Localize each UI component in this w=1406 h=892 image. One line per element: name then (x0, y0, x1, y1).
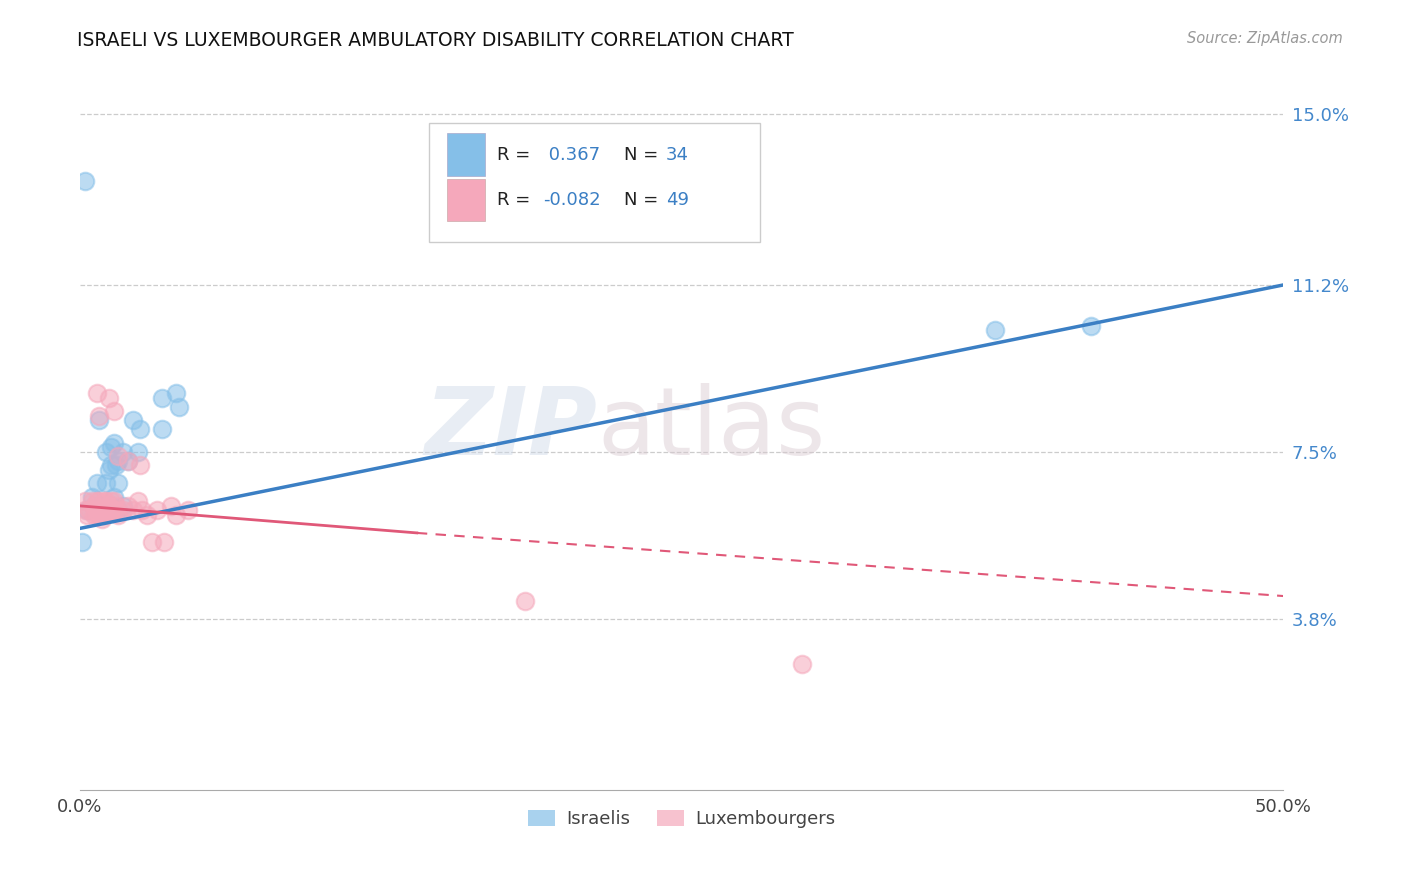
Point (97, 503, 120, 517)
Point (165, 508, 187, 522)
Text: -0.082: -0.082 (543, 191, 600, 210)
Point (160, 499, 183, 513)
Text: R =: R = (498, 145, 537, 164)
Point (121, 503, 143, 517)
Point (86, 476, 108, 491)
Point (93, 508, 115, 522)
Point (72, 535, 94, 549)
Point (76, 503, 98, 517)
Point (100, 440, 122, 454)
Point (150, 422, 173, 436)
Point (73, 494, 96, 508)
Point (86, 508, 108, 522)
Point (89, 413, 111, 427)
Point (112, 444, 135, 458)
Point (100, 503, 122, 517)
Point (117, 454, 139, 468)
Point (90, 503, 112, 517)
Point (121, 413, 143, 427)
Point (107, 476, 129, 491)
Point (153, 535, 176, 549)
Point (90, 503, 112, 517)
Point (127, 444, 149, 458)
FancyBboxPatch shape (429, 122, 759, 242)
Point (80, 494, 103, 508)
Point (103, 404, 125, 418)
Text: 49: 49 (666, 191, 689, 210)
Point (96, 494, 118, 508)
Point (103, 494, 125, 508)
Point (104, 458, 127, 473)
Point (141, 535, 163, 549)
Point (107, 508, 129, 522)
Point (97, 499, 120, 513)
Text: 34: 34 (666, 145, 689, 164)
Point (165, 386, 187, 401)
Point (100, 494, 122, 508)
Point (129, 422, 152, 436)
Point (107, 503, 129, 517)
Point (93, 503, 115, 517)
FancyBboxPatch shape (447, 134, 485, 176)
Point (96, 476, 118, 491)
Point (790, 657, 813, 671)
Text: N =: N = (624, 145, 664, 164)
Point (90, 512, 112, 526)
Text: Source: ZipAtlas.com: Source: ZipAtlas.com (1187, 31, 1343, 46)
Point (150, 391, 173, 405)
Point (76, 508, 98, 522)
Point (97, 463, 120, 477)
Point (146, 503, 169, 517)
Point (100, 458, 122, 473)
Point (89, 503, 111, 517)
Point (131, 503, 153, 517)
Text: N =: N = (624, 191, 664, 210)
Point (1080, 318, 1102, 333)
Point (89, 494, 111, 508)
Point (107, 450, 129, 464)
Point (117, 499, 139, 513)
Point (103, 503, 125, 517)
Point (112, 499, 135, 513)
Point (83, 508, 105, 522)
Point (107, 454, 129, 468)
Legend: Israelis, Luxembourgers: Israelis, Luxembourgers (520, 802, 842, 835)
Point (93, 508, 115, 522)
Point (177, 503, 200, 517)
Point (73, 503, 96, 517)
Text: 0.367: 0.367 (543, 145, 600, 164)
Text: R =: R = (498, 191, 537, 210)
Point (104, 499, 127, 513)
Point (96, 444, 118, 458)
Point (515, 593, 537, 607)
Point (89, 508, 111, 522)
Point (127, 494, 149, 508)
Point (104, 503, 127, 517)
Text: ISRAELI VS LUXEMBOURGER AMBULATORY DISABILITY CORRELATION CHART: ISRAELI VS LUXEMBOURGER AMBULATORY DISAB… (77, 31, 794, 50)
Point (90, 499, 112, 513)
Point (112, 503, 135, 517)
Point (167, 400, 190, 414)
Point (100, 499, 122, 513)
Point (73, 174, 96, 188)
Point (86, 494, 108, 508)
Point (83, 499, 105, 513)
Text: ZIP: ZIP (425, 384, 598, 475)
Point (97, 391, 120, 405)
Point (79, 503, 101, 517)
Point (89, 409, 111, 423)
Point (86, 386, 108, 401)
Point (80, 490, 103, 504)
Point (117, 454, 139, 468)
Point (96, 503, 118, 517)
Point (983, 323, 1005, 337)
Point (93, 494, 115, 508)
Point (136, 508, 159, 522)
FancyBboxPatch shape (447, 179, 485, 221)
Text: atlas: atlas (598, 384, 825, 475)
Point (129, 458, 152, 473)
Point (89, 503, 111, 517)
Point (103, 435, 125, 450)
Point (103, 490, 125, 504)
